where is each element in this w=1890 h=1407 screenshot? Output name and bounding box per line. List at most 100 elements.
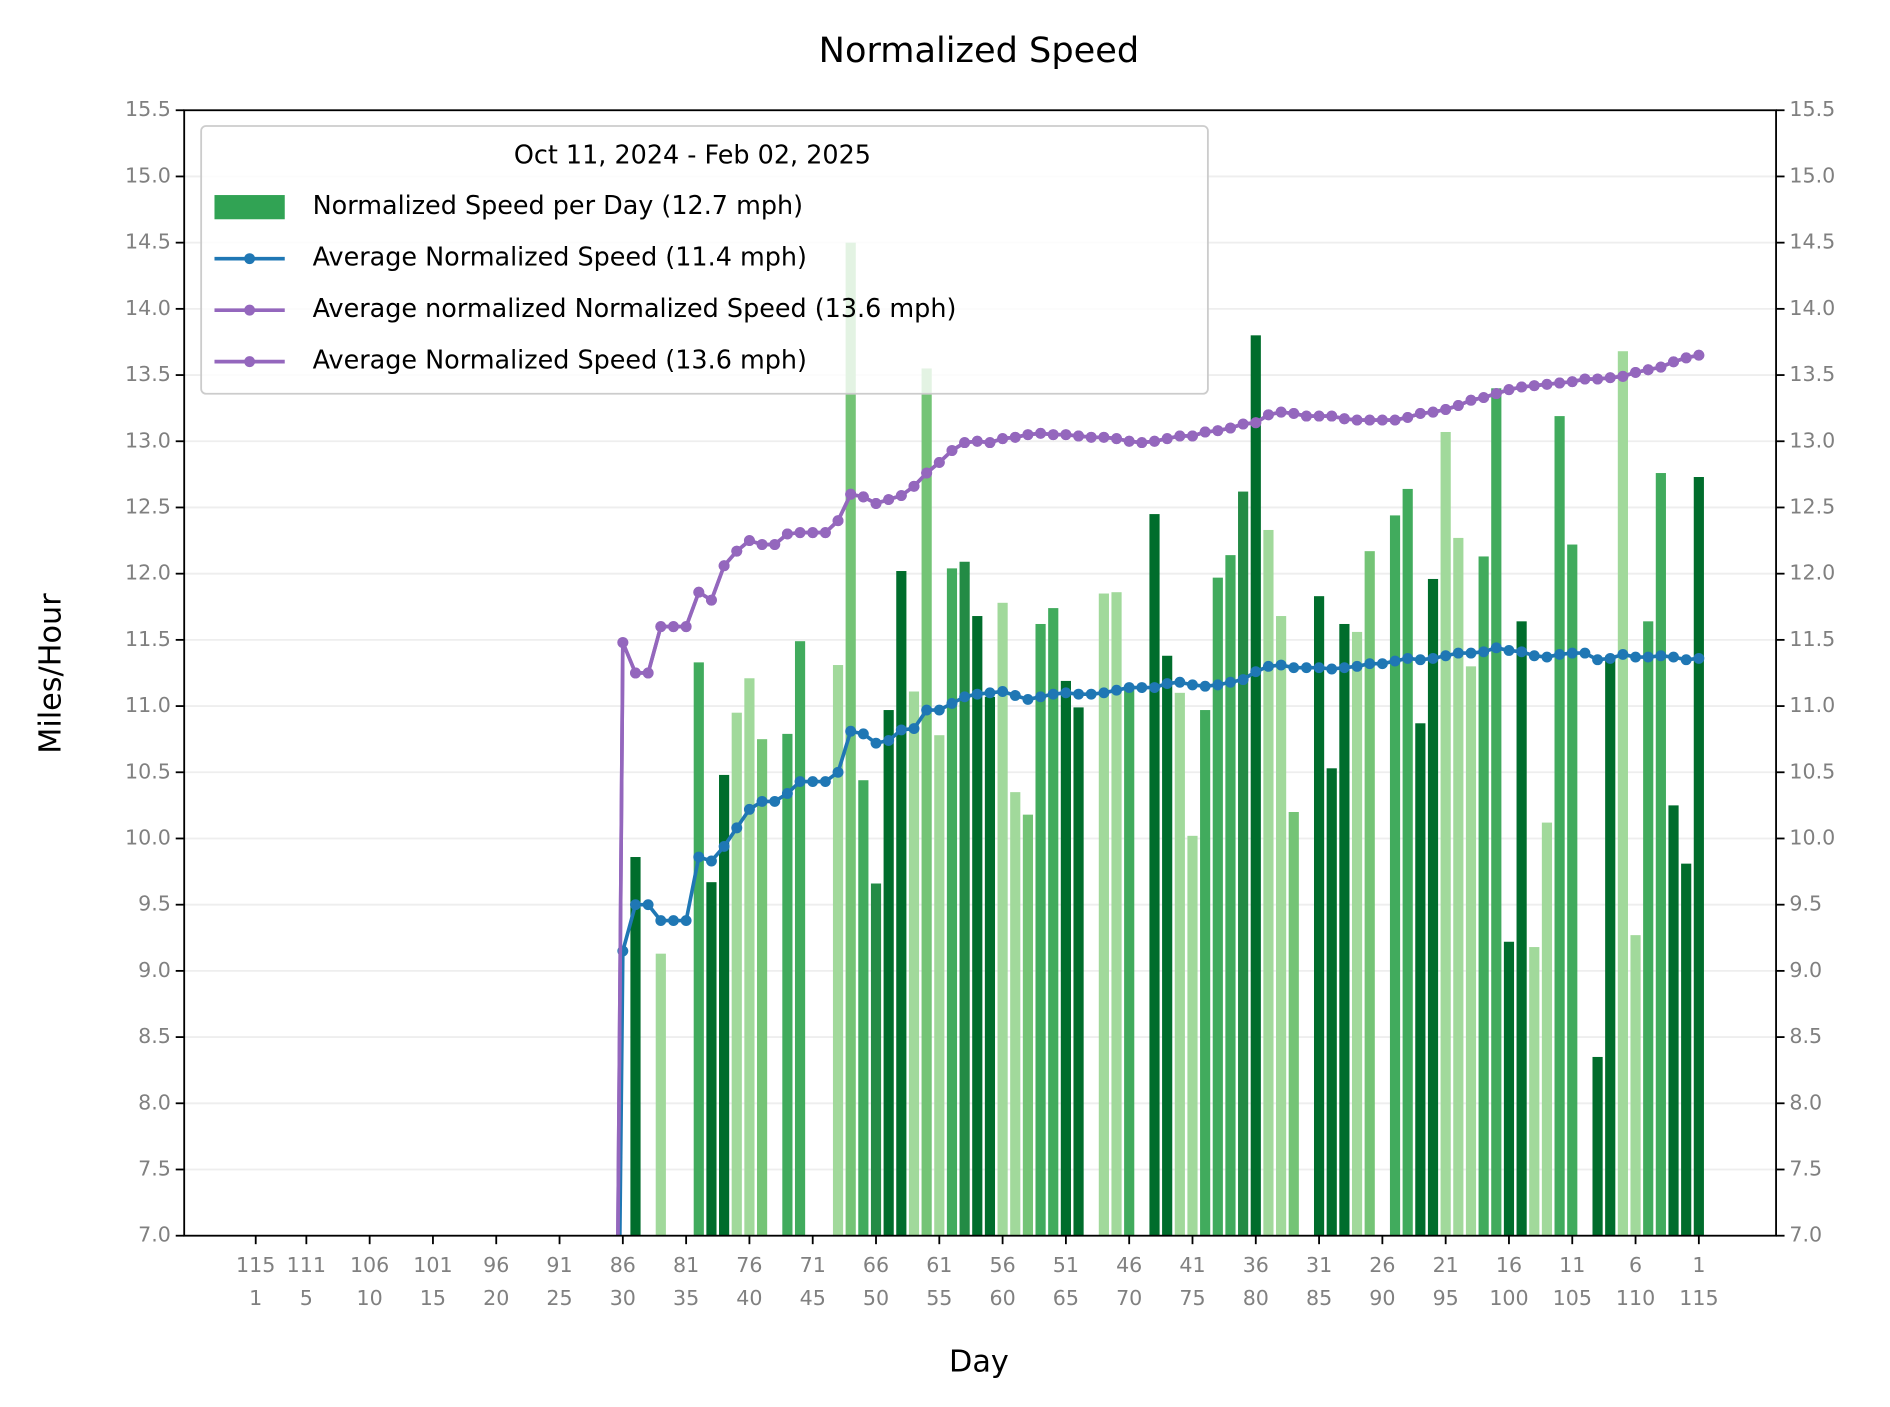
- line-marker: [857, 728, 869, 740]
- line-marker: [933, 704, 945, 716]
- line-marker: [756, 795, 768, 807]
- line-marker: [630, 899, 641, 911]
- bar: [858, 780, 869, 1236]
- line-marker: [1123, 435, 1135, 447]
- bar: [1162, 655, 1173, 1236]
- line-marker: [781, 788, 793, 799]
- line-marker: [1237, 674, 1249, 686]
- bar: [1402, 488, 1413, 1236]
- bar: [1250, 335, 1261, 1236]
- y2-tick-label: 7.0: [1789, 1223, 1822, 1247]
- bar: [630, 857, 641, 1236]
- line-marker: [1351, 660, 1363, 672]
- line-marker: [630, 667, 641, 679]
- bar: [1364, 551, 1375, 1236]
- bar: [1465, 666, 1477, 1236]
- line-marker: [1440, 404, 1452, 415]
- x-tick-label: 76 40: [736, 1253, 763, 1310]
- line-marker: [1250, 417, 1262, 429]
- line-marker: [1516, 646, 1528, 658]
- line-marker: [693, 586, 705, 598]
- line-marker: [1478, 646, 1490, 658]
- line-marker: [1402, 652, 1414, 664]
- line-marker: [857, 491, 869, 503]
- line-marker: [1604, 372, 1616, 384]
- bar: [1149, 514, 1160, 1236]
- line-marker: [1288, 662, 1300, 674]
- bar: [1415, 723, 1426, 1236]
- line-marker: [1604, 652, 1616, 664]
- line-marker: [921, 467, 933, 479]
- bar: [832, 665, 844, 1236]
- line-marker: [870, 737, 882, 749]
- line-marker: [743, 535, 755, 547]
- y2-tick-label: 8.0: [1789, 1090, 1822, 1114]
- line-marker: [895, 490, 907, 501]
- line-marker: [655, 915, 667, 927]
- line-marker: [1465, 394, 1477, 406]
- bar: [1060, 680, 1071, 1236]
- line-marker: [1338, 413, 1350, 425]
- bar: [731, 712, 742, 1236]
- line-marker: [895, 724, 907, 736]
- y2-tick-label: 13.0: [1789, 428, 1835, 452]
- y-tick-label: 8.0: [138, 1090, 171, 1114]
- line-marker: [971, 435, 983, 447]
- line-marker: [1427, 406, 1439, 418]
- bar: [1098, 593, 1109, 1236]
- line-marker: [1161, 433, 1173, 445]
- line-marker: [1617, 370, 1629, 382]
- bar: [1276, 616, 1287, 1236]
- bar: [706, 882, 717, 1236]
- x-tick-label: 46 70: [1116, 1253, 1143, 1310]
- y-tick-label: 9.5: [138, 892, 171, 916]
- line-marker: [1440, 650, 1452, 662]
- bar: [1200, 710, 1211, 1236]
- line-marker: [1427, 652, 1439, 664]
- bar: [1516, 621, 1527, 1236]
- bar: [997, 602, 1008, 1236]
- line-marker: [832, 515, 844, 527]
- y-axis-label: Miles/Hour: [34, 593, 69, 754]
- line-marker: [1668, 651, 1679, 663]
- line-marker: [693, 851, 705, 863]
- line-marker: [1503, 384, 1515, 396]
- line-marker: [1149, 682, 1160, 693]
- bar: [1174, 692, 1185, 1236]
- line-marker: [1541, 378, 1553, 390]
- line-marker: [781, 528, 793, 540]
- line-marker: [1288, 408, 1300, 419]
- line-marker: [718, 840, 730, 852]
- bar: [1339, 623, 1350, 1236]
- y-tick-label: 8.5: [138, 1024, 171, 1048]
- x-tick-label: 91 25: [546, 1253, 573, 1310]
- line-marker: [1326, 663, 1338, 675]
- x-tick-label: 86 30: [609, 1253, 636, 1310]
- bar: [1124, 686, 1135, 1236]
- line-marker: [1528, 650, 1540, 662]
- line-marker: [1187, 679, 1198, 691]
- y2-tick-label: 10.0: [1789, 825, 1835, 849]
- line-marker: [1212, 679, 1224, 691]
- line-marker: [680, 915, 692, 927]
- x-tick-label: 66 50: [862, 1253, 890, 1310]
- bar: [1554, 416, 1565, 1236]
- x-tick-label: 96 20: [483, 1253, 510, 1310]
- line-marker: [1655, 650, 1667, 662]
- y-tick-label: 12.5: [125, 494, 171, 518]
- y-tick-label: 11.0: [125, 693, 171, 717]
- line-marker: [1503, 645, 1515, 656]
- line-marker: [908, 480, 920, 492]
- line-marker: [1060, 687, 1072, 699]
- line-marker: [984, 687, 996, 699]
- x-tick-label: 41 75: [1179, 1253, 1206, 1310]
- line-marker: [1123, 682, 1135, 693]
- line-marker: [1402, 411, 1414, 423]
- bar: [1529, 947, 1540, 1236]
- line-marker: [883, 735, 895, 746]
- bar: [1617, 351, 1628, 1236]
- line-marker: [743, 803, 755, 815]
- x-tick-label: 31 85: [1305, 1253, 1333, 1310]
- line-marker: [1490, 642, 1502, 654]
